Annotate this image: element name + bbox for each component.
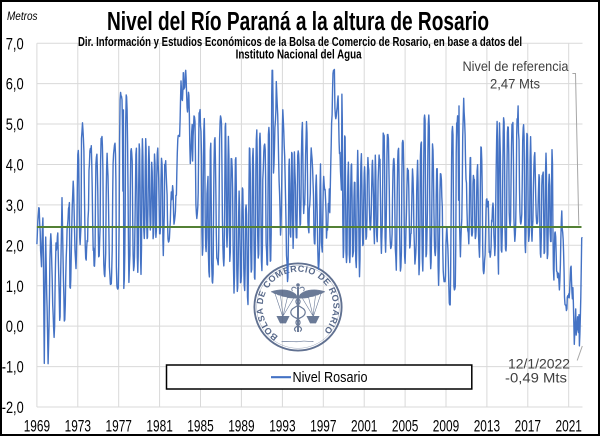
svg-text:0,0: 0,0 bbox=[6, 317, 24, 336]
svg-text:Metros: Metros bbox=[7, 11, 38, 23]
svg-text:2001: 2001 bbox=[351, 417, 377, 436]
svg-text:Dir. Información y Estudios Ec: Dir. Información y Estudios Económicos d… bbox=[78, 34, 522, 49]
svg-text:1997: 1997 bbox=[310, 417, 336, 436]
svg-text:Instituto Nacional del Agua: Instituto Nacional del Agua bbox=[236, 46, 362, 61]
svg-text:7,0: 7,0 bbox=[6, 34, 24, 53]
svg-text:1973: 1973 bbox=[65, 417, 91, 436]
svg-text:-1,0: -1,0 bbox=[2, 358, 24, 377]
svg-text:12/1/2022: 12/1/2022 bbox=[508, 355, 570, 371]
svg-text:1981: 1981 bbox=[146, 417, 172, 436]
svg-text:-0,49 Mts: -0,49 Mts bbox=[505, 369, 567, 385]
svg-text:Nivel Rosario: Nivel Rosario bbox=[293, 369, 368, 386]
svg-text:1977: 1977 bbox=[106, 417, 132, 436]
svg-text:6,0: 6,0 bbox=[6, 75, 24, 94]
svg-text:Nivel del Río Paraná a la altu: Nivel del Río Paraná a la altura de Rosa… bbox=[107, 8, 489, 36]
svg-text:1969: 1969 bbox=[24, 417, 50, 436]
svg-text:2,0: 2,0 bbox=[6, 236, 24, 255]
svg-text:1993: 1993 bbox=[269, 417, 295, 436]
svg-text:4,0: 4,0 bbox=[6, 156, 24, 175]
svg-text:2009: 2009 bbox=[433, 417, 459, 436]
svg-text:2,47 Mts: 2,47 Mts bbox=[490, 75, 540, 91]
svg-text:2017: 2017 bbox=[515, 417, 541, 436]
svg-text:5,0: 5,0 bbox=[6, 115, 24, 134]
svg-text:1,0: 1,0 bbox=[6, 277, 24, 296]
svg-text:-2,0: -2,0 bbox=[2, 398, 24, 417]
svg-text:1989: 1989 bbox=[228, 417, 254, 436]
svg-text:1985: 1985 bbox=[187, 417, 213, 436]
svg-text:2005: 2005 bbox=[392, 417, 418, 436]
svg-text:Nivel de referencia: Nivel de referencia bbox=[463, 58, 569, 74]
svg-text:2013: 2013 bbox=[474, 417, 500, 436]
svg-text:3,0: 3,0 bbox=[6, 196, 24, 215]
svg-text:2021: 2021 bbox=[556, 417, 582, 436]
